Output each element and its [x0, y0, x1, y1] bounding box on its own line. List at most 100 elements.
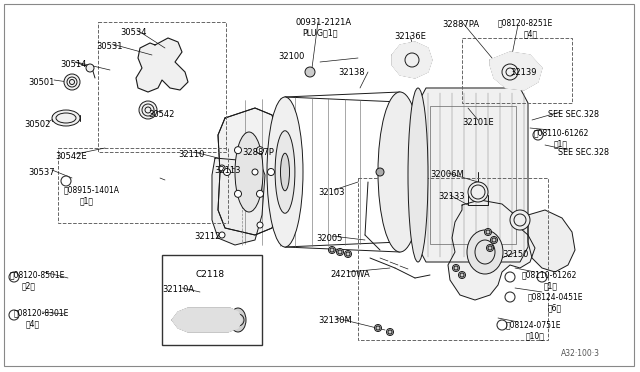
Circle shape [234, 190, 241, 197]
Circle shape [505, 292, 515, 302]
Circle shape [468, 182, 488, 202]
Circle shape [61, 176, 71, 186]
Text: 30542: 30542 [148, 110, 174, 119]
Text: 24210WA: 24210WA [330, 270, 370, 279]
Circle shape [257, 190, 264, 197]
Text: 32005: 32005 [316, 234, 342, 243]
Text: 32103: 32103 [318, 188, 344, 197]
Text: 32887P: 32887P [242, 148, 274, 157]
Ellipse shape [267, 97, 303, 247]
Ellipse shape [235, 132, 263, 212]
Text: （1）: （1） [544, 281, 558, 290]
Text: 32133: 32133 [438, 192, 465, 201]
Circle shape [235, 317, 241, 323]
Text: 30501: 30501 [28, 78, 54, 87]
Text: 32139: 32139 [510, 68, 536, 77]
Text: ⒲08110-61262: ⒲08110-61262 [534, 128, 589, 137]
Circle shape [86, 64, 94, 72]
Polygon shape [172, 308, 242, 332]
Text: ⒲08120-8251E: ⒲08120-8251E [498, 18, 553, 27]
Text: ⒲08120-8501E: ⒲08120-8501E [10, 270, 65, 279]
Polygon shape [448, 200, 535, 300]
Ellipse shape [275, 131, 295, 213]
Polygon shape [212, 158, 265, 245]
Circle shape [64, 74, 80, 90]
Text: （4）: （4） [524, 29, 538, 38]
Circle shape [305, 67, 315, 77]
Circle shape [376, 168, 384, 176]
Text: 32110: 32110 [178, 150, 204, 159]
Circle shape [257, 222, 263, 228]
Text: Ⓦ08915-1401A: Ⓦ08915-1401A [64, 185, 120, 194]
Bar [162, 255, 262, 345]
Text: PLUG（1）: PLUG（1） [302, 28, 337, 37]
Polygon shape [218, 108, 278, 235]
Bar [358, 178, 548, 340]
Text: 30514: 30514 [60, 60, 86, 69]
Text: （1）: （1） [80, 196, 94, 205]
Ellipse shape [230, 308, 246, 332]
Text: C2118: C2118 [196, 270, 225, 279]
Text: 00931-2121A: 00931-2121A [296, 18, 352, 27]
Text: 32006M: 32006M [430, 170, 464, 179]
Text: ⒲08124-0451E: ⒲08124-0451E [528, 292, 584, 301]
Text: SEE SEC.328: SEE SEC.328 [548, 110, 599, 119]
Text: 32101E: 32101E [462, 118, 493, 127]
Ellipse shape [378, 92, 422, 252]
Circle shape [257, 147, 264, 154]
Circle shape [223, 169, 230, 176]
Circle shape [337, 248, 344, 256]
Text: （1）: （1） [554, 139, 568, 148]
Polygon shape [418, 88, 528, 262]
Circle shape [505, 272, 515, 282]
Text: 32100: 32100 [278, 52, 305, 61]
Text: 32136E: 32136E [394, 32, 426, 41]
Text: A32·100·3: A32·100·3 [561, 349, 600, 358]
Text: （2）: （2） [22, 281, 36, 290]
Circle shape [374, 324, 381, 331]
Text: （6）: （6） [548, 303, 562, 312]
Circle shape [533, 130, 543, 140]
Circle shape [234, 147, 241, 154]
Text: 30502: 30502 [24, 120, 51, 129]
Text: ⒲08124-0751E: ⒲08124-0751E [506, 320, 561, 329]
Circle shape [484, 228, 492, 235]
Text: 30537: 30537 [28, 168, 54, 177]
Circle shape [139, 101, 157, 119]
Text: （4）: （4） [26, 319, 40, 328]
Circle shape [9, 272, 19, 282]
Circle shape [9, 310, 19, 320]
Circle shape [486, 244, 493, 251]
Text: ⒲08120-8301E: ⒲08120-8301E [14, 308, 69, 317]
Circle shape [219, 165, 225, 171]
Text: 32110A: 32110A [162, 285, 194, 294]
Bar [98, 22, 226, 152]
Text: 30534: 30534 [120, 28, 147, 37]
Bar [430, 106, 516, 244]
Text: ⒲08110-61262: ⒲08110-61262 [522, 270, 577, 279]
Text: 32138: 32138 [338, 68, 365, 77]
Circle shape [490, 237, 497, 244]
Polygon shape [392, 42, 432, 78]
Ellipse shape [467, 230, 503, 274]
Text: （10）: （10） [526, 331, 545, 340]
Ellipse shape [52, 110, 80, 126]
Ellipse shape [408, 88, 428, 262]
Text: 32150: 32150 [502, 250, 529, 259]
Text: 32130M: 32130M [318, 316, 352, 325]
Bar [462, 38, 572, 103]
Text: 32113: 32113 [214, 166, 241, 175]
Text: 30531: 30531 [96, 42, 122, 51]
Polygon shape [490, 52, 542, 90]
Circle shape [232, 314, 244, 326]
Circle shape [458, 272, 465, 279]
Circle shape [452, 264, 460, 272]
Text: SEE SEC.328: SEE SEC.328 [558, 148, 609, 157]
Text: 32112: 32112 [194, 232, 220, 241]
Circle shape [497, 320, 507, 330]
Circle shape [328, 247, 335, 253]
Polygon shape [528, 210, 575, 272]
Polygon shape [136, 38, 188, 92]
Bar [58, 148, 228, 223]
Circle shape [537, 272, 547, 282]
